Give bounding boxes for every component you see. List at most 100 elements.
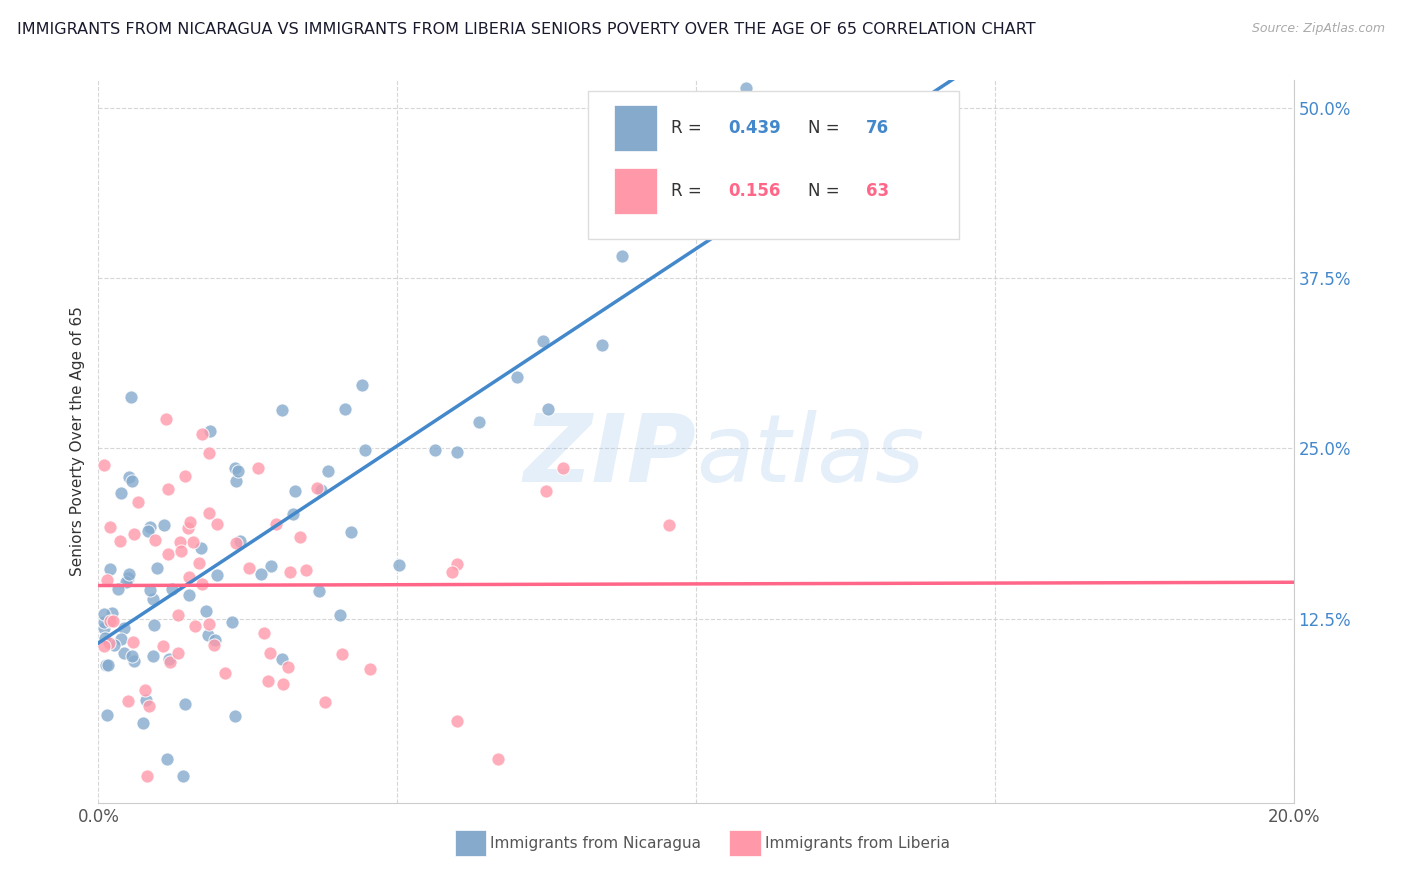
Point xyxy=(359,662,381,676)
Point xyxy=(316,463,339,477)
Point xyxy=(181,535,204,549)
Text: 63: 63 xyxy=(866,182,889,200)
Point xyxy=(142,592,165,607)
Point xyxy=(124,527,146,541)
Point xyxy=(307,481,329,495)
Point xyxy=(314,695,336,709)
Point xyxy=(290,530,312,544)
Point xyxy=(118,567,141,582)
Point xyxy=(160,582,183,596)
Point xyxy=(159,655,181,669)
Point xyxy=(110,485,132,500)
Point xyxy=(179,588,201,602)
Point xyxy=(139,582,162,597)
Point xyxy=(97,658,120,673)
FancyBboxPatch shape xyxy=(613,105,657,152)
Point xyxy=(238,561,260,575)
Point xyxy=(191,426,214,441)
Point xyxy=(284,483,307,498)
Point xyxy=(553,460,575,475)
Text: Source: ZipAtlas.com: Source: ZipAtlas.com xyxy=(1251,22,1385,36)
Point xyxy=(132,715,155,730)
Point xyxy=(94,631,117,645)
Point xyxy=(121,648,143,663)
Point xyxy=(96,573,118,587)
Point xyxy=(190,541,212,555)
Point xyxy=(177,521,200,535)
Point xyxy=(155,412,177,426)
Point xyxy=(536,484,558,499)
Point xyxy=(506,369,529,384)
Text: Immigrants from Liberia: Immigrants from Liberia xyxy=(765,836,950,851)
Point xyxy=(308,583,330,598)
Point xyxy=(93,639,115,653)
Point xyxy=(117,571,139,585)
Point xyxy=(226,464,249,478)
FancyBboxPatch shape xyxy=(730,830,761,856)
Point xyxy=(143,533,166,547)
Point xyxy=(195,605,218,619)
Point xyxy=(198,424,221,438)
Point xyxy=(205,568,228,582)
Point xyxy=(277,659,299,673)
Point xyxy=(229,534,252,549)
Point xyxy=(170,544,193,558)
Point xyxy=(202,638,225,652)
Point xyxy=(271,402,294,417)
Point xyxy=(354,443,377,458)
Point xyxy=(117,694,139,708)
Point xyxy=(121,474,143,488)
Point xyxy=(531,334,554,348)
Point xyxy=(157,652,180,666)
Point xyxy=(93,458,115,472)
Point xyxy=(134,683,156,698)
Point xyxy=(108,534,131,549)
Point xyxy=(98,562,121,576)
Text: 76: 76 xyxy=(866,120,889,137)
Point xyxy=(179,515,201,529)
Text: 0.439: 0.439 xyxy=(728,120,780,137)
Point xyxy=(259,558,281,573)
Point xyxy=(112,646,135,660)
Point xyxy=(225,536,247,550)
FancyBboxPatch shape xyxy=(454,830,485,856)
Point xyxy=(172,768,194,782)
Point xyxy=(252,626,274,640)
Point xyxy=(247,461,270,475)
FancyBboxPatch shape xyxy=(613,168,657,214)
Point xyxy=(112,621,135,635)
Point xyxy=(115,575,138,590)
Point xyxy=(198,446,221,460)
Point xyxy=(270,652,292,666)
Point xyxy=(735,80,758,95)
Point xyxy=(271,677,294,691)
Point xyxy=(249,566,271,581)
Point xyxy=(93,615,115,629)
Point xyxy=(446,557,468,571)
Point xyxy=(350,377,373,392)
Point xyxy=(446,714,468,728)
Point xyxy=(198,506,221,520)
Point xyxy=(136,524,159,538)
Point xyxy=(280,565,302,579)
Point xyxy=(221,615,243,630)
Point xyxy=(657,517,679,532)
Point xyxy=(188,556,211,570)
Point xyxy=(224,461,246,475)
Point xyxy=(169,535,191,549)
Point xyxy=(191,577,214,591)
Point xyxy=(259,646,281,660)
Point xyxy=(184,619,207,633)
Point xyxy=(204,633,226,648)
Text: IMMIGRANTS FROM NICARAGUA VS IMMIGRANTS FROM LIBERIA SENIORS POVERTY OVER THE AG: IMMIGRANTS FROM NICARAGUA VS IMMIGRANTS … xyxy=(17,22,1035,37)
Point xyxy=(107,582,129,597)
Point xyxy=(198,617,221,632)
Text: R =: R = xyxy=(671,120,707,137)
Point xyxy=(609,175,631,189)
Point xyxy=(340,524,363,539)
Text: N =: N = xyxy=(808,120,845,137)
Text: 0.156: 0.156 xyxy=(728,182,780,200)
Point xyxy=(486,752,509,766)
Point xyxy=(388,558,411,573)
Point xyxy=(167,608,190,623)
